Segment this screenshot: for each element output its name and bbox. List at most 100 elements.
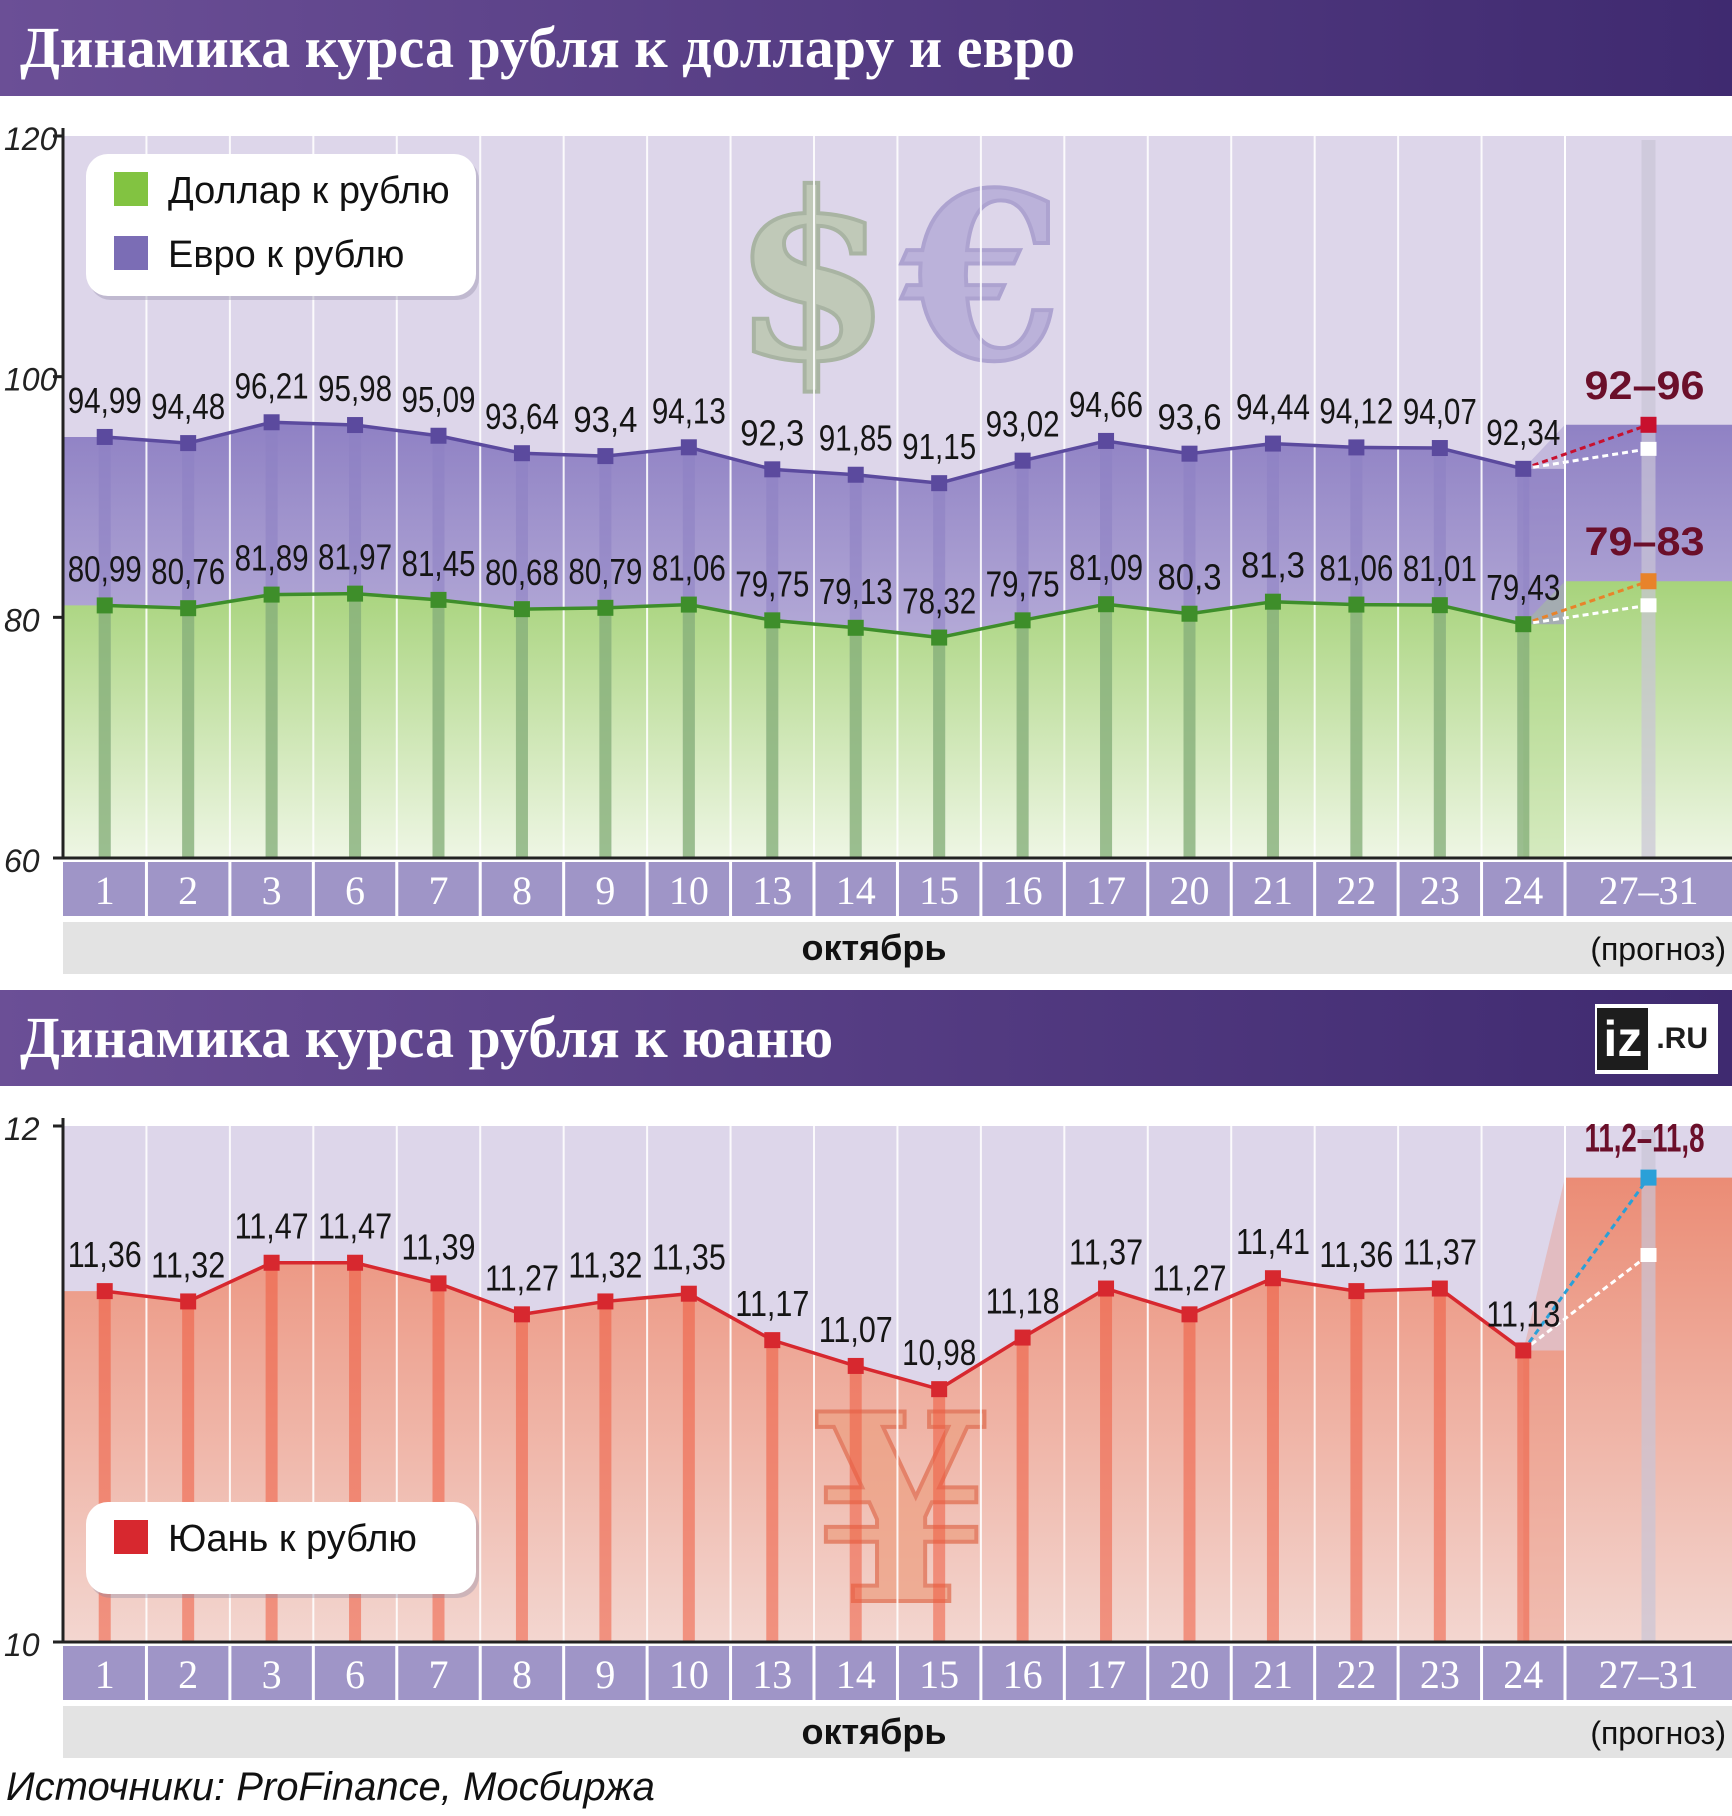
data-point — [1431, 1280, 1448, 1297]
data-label: 11,35 — [652, 1237, 726, 1278]
data-label: 92,3 — [740, 412, 804, 453]
data-column — [849, 627, 862, 858]
data-label: 11,36 — [1319, 1234, 1393, 1275]
data-column — [1183, 613, 1196, 858]
data-column — [933, 1389, 946, 1642]
forecast-note: (прогноз) — [1590, 1715, 1726, 1751]
x-tick-label: 16 — [1003, 1652, 1043, 1697]
data-label: 11,41 — [1236, 1221, 1310, 1262]
data-column — [682, 604, 695, 858]
data-point — [931, 1381, 948, 1398]
x-tick-label: 6 — [345, 868, 365, 913]
x-tick-label: 8 — [512, 868, 532, 913]
x-tick-label: 21 — [1253, 868, 1293, 913]
data-column — [766, 620, 779, 858]
forecast-mid-line — [1522, 1253, 1650, 1352]
data-point — [1515, 1342, 1532, 1359]
iz-ru-logo: iz .RU — [1595, 1004, 1718, 1074]
x-tick-label: 15 — [919, 868, 959, 913]
chart-title: Динамика курса рубля к доллару и евро — [20, 15, 1076, 80]
x-tick-label: 2 — [178, 868, 198, 913]
data-column — [1100, 1288, 1113, 1642]
legend-label: Евро к рублю — [168, 234, 404, 276]
data-label: 81,3 — [1241, 545, 1305, 586]
data-point — [847, 619, 864, 636]
legend — [86, 1502, 476, 1594]
data-column — [1016, 620, 1029, 858]
data-column — [515, 1314, 528, 1642]
forecast-mid-marker — [1640, 441, 1657, 456]
data-point — [1014, 1329, 1031, 1346]
legend — [86, 154, 476, 296]
series-line — [104, 1260, 1525, 1391]
forecast-area — [1523, 1177, 1565, 1642]
x-tick-label: 21 — [1253, 1652, 1293, 1697]
legend-swatch — [114, 1520, 148, 1554]
data-label: 94,44 — [1236, 387, 1310, 428]
x-tick-label: 13 — [752, 868, 792, 913]
data-label: 94,66 — [1069, 384, 1143, 425]
data-label: 96,21 — [235, 365, 309, 406]
data-point — [180, 1293, 197, 1310]
data-label: 11,36 — [68, 1234, 142, 1275]
x-tick-label: 24 — [1503, 1652, 1543, 1697]
data-column — [599, 1301, 612, 1642]
data-point — [680, 1285, 697, 1302]
data-column — [515, 609, 528, 858]
data-label: 91,85 — [819, 418, 893, 459]
forecast-high-line — [1522, 1176, 1650, 1352]
data-column — [1100, 604, 1113, 858]
data-point — [263, 414, 280, 431]
logo-text: iz — [1597, 1008, 1649, 1070]
data-point — [180, 600, 197, 617]
data-point — [764, 461, 781, 478]
logo-domain: .RU — [1656, 1022, 1708, 1055]
data-label: 93,02 — [986, 404, 1060, 445]
data-point — [1014, 612, 1031, 629]
data-column — [182, 608, 195, 858]
data-label: 92,34 — [1486, 412, 1560, 453]
x-tick-label: 6 — [345, 1652, 365, 1697]
data-column — [682, 1293, 695, 1642]
data-column — [1433, 605, 1446, 858]
forecast-column — [1641, 140, 1656, 858]
data-point — [96, 428, 113, 445]
data-label: 95,98 — [318, 368, 392, 409]
data-label: 11,18 — [986, 1281, 1060, 1322]
data-label: 11,37 — [1069, 1232, 1143, 1273]
data-label: 11,27 — [1153, 1257, 1227, 1298]
source-note: Источники: ProFinance, Мосбиржа — [6, 1765, 655, 1809]
data-column — [1350, 1291, 1363, 1642]
data-label: 11,17 — [735, 1283, 809, 1324]
data-point — [263, 1254, 280, 1271]
y-tick-label: 120 — [4, 121, 58, 157]
data-label: 79,13 — [819, 571, 893, 612]
x-tick-label: 15 — [919, 1652, 959, 1697]
data-point — [1431, 440, 1448, 457]
data-label: 11,32 — [568, 1244, 642, 1285]
data-point — [1515, 460, 1532, 477]
watermark-currency-symbol: ¥ — [812, 1358, 993, 1663]
x-tick-label: 2 — [178, 1652, 198, 1697]
data-label: 81,06 — [652, 548, 726, 589]
data-label: 11,07 — [819, 1309, 893, 1350]
data-label: 81,89 — [235, 538, 309, 579]
data-label: 79,75 — [735, 563, 809, 604]
data-point — [1348, 439, 1365, 456]
data-label: 11,27 — [485, 1257, 559, 1298]
data-point — [1098, 596, 1115, 613]
data-point — [1098, 1280, 1115, 1297]
data-label: 94,07 — [1403, 391, 1477, 432]
data-label: 94,99 — [68, 380, 142, 421]
x-tick-label: 10 — [669, 868, 709, 913]
data-label: 81,45 — [402, 543, 476, 584]
data-point — [680, 439, 697, 456]
data-label: 11,32 — [151, 1244, 225, 1285]
y-tick-label: 12 — [4, 1111, 40, 1147]
x-tick-label: 17 — [1086, 1652, 1126, 1697]
data-point — [263, 586, 280, 603]
data-label: 11,47 — [235, 1206, 309, 1247]
data-column — [1183, 1314, 1196, 1642]
data-label: 80,79 — [568, 551, 642, 592]
